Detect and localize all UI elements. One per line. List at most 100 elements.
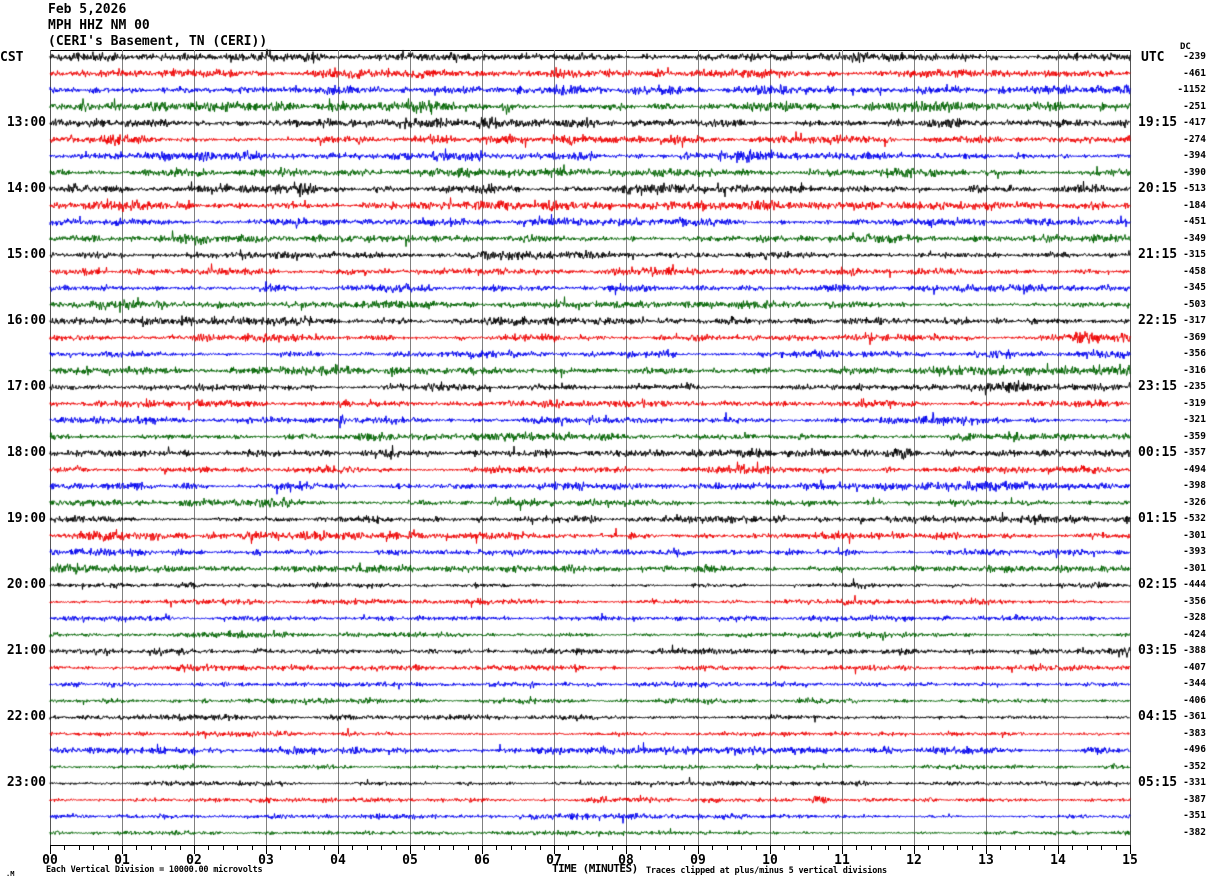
major-tick [266, 845, 267, 854]
utc-hour-label: 05:15 [1138, 775, 1178, 791]
dc-offset-value: -331 [1183, 777, 1206, 789]
dc-offset-value: -359 [1183, 430, 1206, 442]
dc-offset-value: -458 [1183, 265, 1206, 277]
dc-offset-value: -184 [1183, 199, 1206, 211]
major-tick [914, 845, 915, 854]
dc-offset-value: -394 [1183, 150, 1206, 162]
cst-hour-label: 15:00 [6, 247, 46, 263]
major-tick [338, 845, 339, 854]
minor-tick [655, 845, 656, 850]
dc-offset-value: -387 [1183, 793, 1206, 805]
minute-tick-label: 03 [258, 853, 274, 868]
dc-offset-value: -532 [1183, 513, 1206, 525]
minute-tick-label: 01 [114, 853, 130, 868]
cst-hour-label: 23:00 [6, 775, 46, 791]
dc-offset-value: -235 [1183, 381, 1206, 393]
dc-offset-value: -274 [1183, 133, 1206, 145]
dc-offset-value: -352 [1183, 760, 1206, 772]
major-tick [842, 845, 843, 854]
cst-hour-label: 20:00 [6, 577, 46, 593]
minor-tick [684, 845, 685, 850]
dc-offset-value: -319 [1183, 397, 1206, 409]
major-tick [554, 845, 555, 854]
major-tick [986, 845, 987, 854]
major-tick [698, 845, 699, 854]
minor-tick [496, 845, 497, 850]
dc-offset-value: -345 [1183, 282, 1206, 294]
minor-tick [295, 845, 296, 850]
minor-tick [1101, 845, 1102, 850]
utc-hour-label: 19:15 [1138, 115, 1178, 131]
minor-tick [885, 845, 886, 850]
minor-tick [79, 845, 80, 850]
utc-hour-label: 03:15 [1138, 643, 1178, 659]
minute-tick-label: 07 [546, 853, 562, 868]
dc-offset-value: -398 [1183, 480, 1206, 492]
major-tick [626, 845, 627, 854]
minor-tick [1072, 845, 1073, 850]
dc-offset-value: -369 [1183, 331, 1206, 343]
minor-tick [252, 845, 253, 850]
minor-tick [180, 845, 181, 850]
minute-tick-label: 08 [618, 853, 634, 868]
minute-tick-label: 10 [762, 853, 778, 868]
utc-hour-label: 00:15 [1138, 445, 1178, 461]
dc-offset-value: -496 [1183, 744, 1206, 756]
minor-tick [468, 845, 469, 850]
minute-tick-label: 15 [1122, 853, 1138, 868]
utc-hour-label: 02:15 [1138, 577, 1178, 593]
cst-hour-label: 22:00 [6, 709, 46, 725]
minute-tick-label: 00 [42, 853, 58, 868]
major-tick [122, 845, 123, 854]
dc-offset-value: -407 [1183, 661, 1206, 673]
minor-tick [93, 845, 94, 850]
dc-offset-value: -444 [1183, 579, 1206, 591]
dc-offset-value: -315 [1183, 249, 1206, 261]
major-tick [1058, 845, 1059, 854]
minor-tick [352, 845, 353, 850]
minor-tick [511, 845, 512, 850]
cst-hour-label: 19:00 [6, 511, 46, 527]
minor-tick [453, 845, 454, 850]
cst-hour-label: 14:00 [6, 181, 46, 197]
minor-tick [439, 845, 440, 850]
dc-offset-value: -251 [1183, 100, 1206, 112]
dc-offset-value: -317 [1183, 315, 1206, 327]
utc-hour-label: 23:15 [1138, 379, 1178, 395]
minor-tick [309, 845, 310, 850]
minute-tick-label: 06 [474, 853, 490, 868]
minor-tick [943, 845, 944, 850]
minor-tick [900, 845, 901, 850]
dc-offset-value: -321 [1183, 414, 1206, 426]
minor-tick [540, 845, 541, 850]
minor-tick [813, 845, 814, 850]
dc-offset-value: -356 [1183, 595, 1206, 607]
minute-tick-label: 02 [186, 853, 202, 868]
minor-tick [208, 845, 209, 850]
minor-tick [972, 845, 973, 850]
minor-tick [669, 845, 670, 850]
major-tick [482, 845, 483, 854]
dc-offset-value: -356 [1183, 348, 1206, 360]
dc-offset-value: -383 [1183, 727, 1206, 739]
minor-tick [597, 845, 598, 850]
minor-tick [381, 845, 382, 850]
dc-offset-value: -406 [1183, 694, 1206, 706]
dc-offset-value: -328 [1183, 612, 1206, 624]
minor-tick [957, 845, 958, 850]
dc-offset-value: -301 [1183, 562, 1206, 574]
dc-offset-value: -316 [1183, 364, 1206, 376]
clip-note: Traces clipped at plus/minus 5 vertical … [646, 866, 887, 876]
dc-offset-value: -349 [1183, 232, 1206, 244]
minor-tick [583, 845, 584, 850]
dc-offset-value: -494 [1183, 463, 1206, 475]
minor-tick [1000, 845, 1001, 850]
minor-tick [525, 845, 526, 850]
minor-tick [1116, 845, 1117, 850]
major-tick [1130, 845, 1131, 854]
minor-tick [928, 845, 929, 850]
utc-hour-label: 21:15 [1138, 247, 1178, 263]
dc-offset-value: -513 [1183, 183, 1206, 195]
minor-tick [396, 845, 397, 850]
minor-tick [1015, 845, 1016, 850]
